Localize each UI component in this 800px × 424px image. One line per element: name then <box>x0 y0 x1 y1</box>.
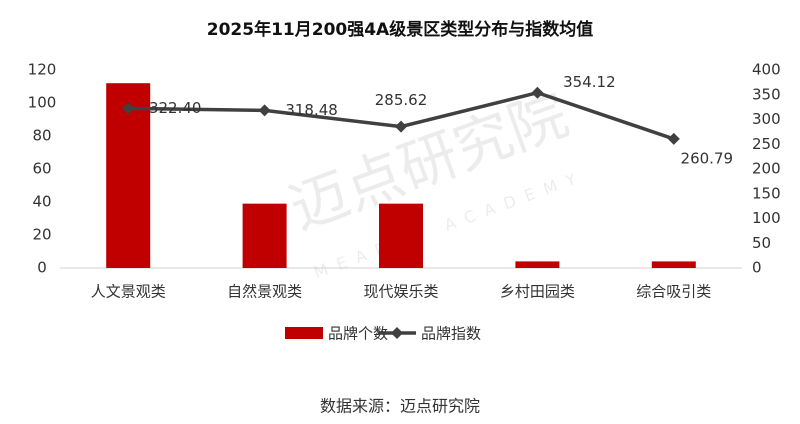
marker <box>395 120 407 133</box>
y2-tick-label: 300 <box>752 110 781 128</box>
y2-tick-label: 100 <box>752 209 781 227</box>
legend-label: 品牌指数 <box>421 325 481 343</box>
x-tick-label: 乡村田园类 <box>500 283 575 301</box>
legend-marker <box>391 327 403 339</box>
data-label: 322.40 <box>149 99 202 117</box>
y-tick-label: 80 <box>32 127 51 145</box>
data-label: 260.79 <box>681 149 734 167</box>
y-tick-label: 40 <box>32 193 51 211</box>
y2-tick-label: 0 <box>752 259 762 277</box>
y2-tick-label: 200 <box>752 160 781 178</box>
legend-swatch <box>285 327 323 339</box>
bar <box>651 261 696 268</box>
y-tick-label: 100 <box>28 94 57 112</box>
marker <box>667 132 680 145</box>
y-tick-label: 20 <box>32 226 51 244</box>
y2-tick-label: 50 <box>752 234 771 252</box>
marker <box>258 104 271 117</box>
y-tick-label: 60 <box>32 160 51 178</box>
data-label: 354.12 <box>563 73 616 91</box>
x-tick-label: 自然景观类 <box>227 283 302 301</box>
bar <box>379 203 423 268</box>
x-tick-label: 人文景观类 <box>91 283 166 301</box>
data-label: 285.62 <box>375 91 428 109</box>
y2-tick-label: 250 <box>752 135 781 153</box>
source: 数据来源：迈点研究院 <box>320 397 480 416</box>
data-label: 318.48 <box>285 101 338 119</box>
y2-tick-label: 400 <box>752 61 781 79</box>
y-tick-label: 120 <box>28 61 57 79</box>
y2-tick-label: 150 <box>752 184 781 202</box>
y2-tick-label: 350 <box>752 85 781 103</box>
x-tick-label: 综合吸引类 <box>636 283 711 301</box>
marker <box>531 86 544 99</box>
y-tick-label: 0 <box>37 259 47 277</box>
chart-title: 2025年11月200强4A级景区类型分布与指数均值 <box>207 19 593 40</box>
bar <box>242 203 287 268</box>
legend-label: 品牌个数 <box>328 325 388 343</box>
bar <box>515 261 560 268</box>
x-tick-label: 现代娱乐类 <box>363 283 438 301</box>
marker <box>122 102 135 115</box>
